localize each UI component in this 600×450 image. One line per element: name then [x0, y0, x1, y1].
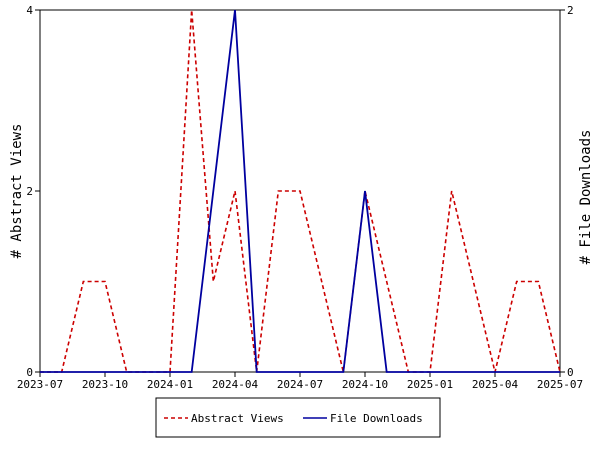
x-tick-label: 2025-04 [472, 378, 519, 391]
x-tick-label: 2024-10 [342, 378, 388, 391]
right-axis: 02 [560, 4, 574, 379]
y-left-tick-label: 0 [26, 366, 33, 379]
y-right-axis-title: # File Downloads [578, 130, 594, 265]
x-tick-label: 2025-01 [407, 378, 453, 391]
legend: Abstract Views File Downloads [155, 397, 441, 438]
legend-box [155, 397, 441, 438]
x-tick-label: 2023-10 [82, 378, 128, 391]
x-tick-label: 2023-07 [17, 378, 63, 391]
legend-label-abstract-views: Abstract Views [191, 412, 284, 425]
x-tick-label: 2024-04 [212, 378, 259, 391]
legend-label-file-downloads: File Downloads [330, 412, 423, 425]
y-right-tick-label: 2 [567, 4, 574, 17]
y-left-axis-title: # Abstract Views [9, 124, 25, 259]
left-axis: 0 2 4 [26, 4, 40, 379]
series-line-file-downloads [40, 9, 560, 373]
y-left-tick-label: 2 [26, 185, 33, 198]
series-layer [40, 9, 561, 373]
x-tick-label: 2024-07 [277, 378, 323, 391]
y-right-tick-label: 0 [567, 366, 574, 379]
x-tick-label: 2024-01 [147, 378, 193, 391]
x-axis: 2023-07 2023-10 2024-01 2024-04 2024-07 2024-… [17, 372, 583, 391]
y-left-tick-label: 4 [26, 4, 33, 17]
series-line-abstract-views [40, 9, 561, 373]
x-tick-label: 2025-07 [537, 378, 583, 391]
